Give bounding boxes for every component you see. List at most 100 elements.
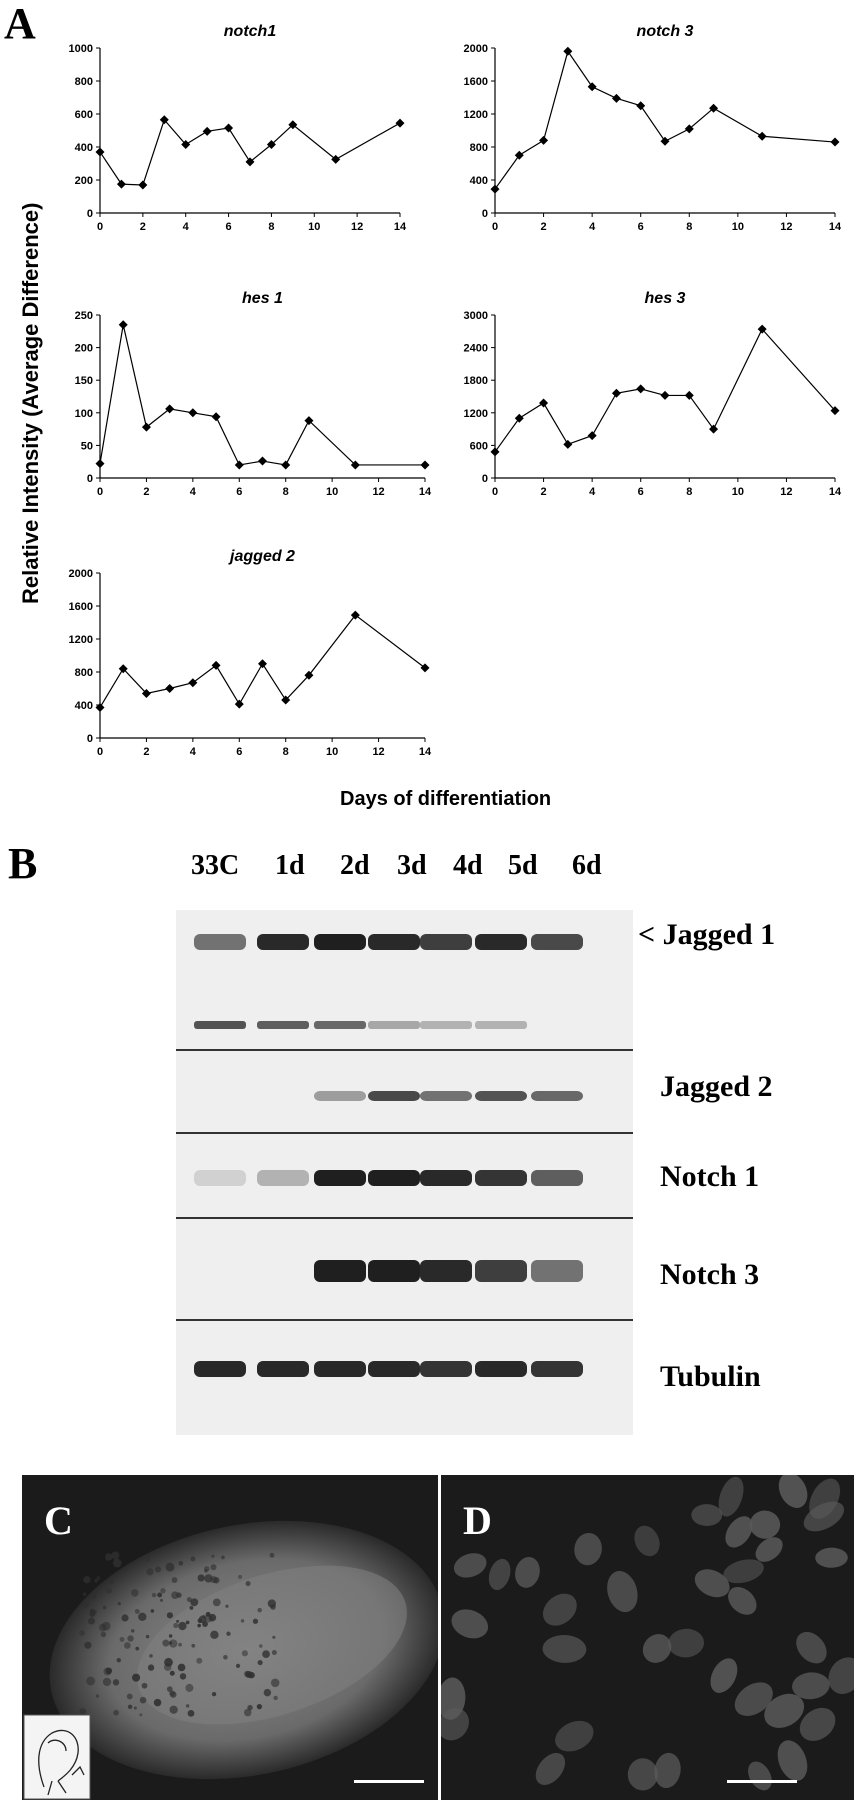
chart-notch3: notch 3 0 400 800 1200 1600 2000 0 2 4 6 8 10 12 14 — [464, 23, 842, 233]
micrograph-d: D — [441, 1475, 854, 1800]
inset-box — [23, 1714, 91, 1800]
y-tick-label: 0 — [87, 733, 93, 745]
y-tick-label: 1600 — [69, 601, 93, 613]
cell-nucleus — [710, 1658, 738, 1693]
cell-nucleus — [755, 1537, 783, 1562]
blot-band-secondary — [368, 1021, 420, 1029]
y-tick-label: 2000 — [464, 43, 488, 55]
x-tick-label: 8 — [283, 746, 289, 758]
panel-b-label: B — [8, 839, 38, 888]
x-tick-label: 10 — [326, 746, 338, 758]
cell-nucleus — [815, 1547, 848, 1568]
cell-nucleus — [668, 1628, 705, 1658]
y-tick-label: 400 — [75, 700, 93, 712]
data-point — [188, 408, 198, 418]
y-tick-label: 400 — [470, 175, 488, 187]
x-tick-label: 6 — [638, 486, 644, 498]
blot-band — [420, 934, 472, 950]
cell-nucleus — [792, 1672, 830, 1700]
x-tick-label: 0 — [97, 221, 103, 233]
chart-title: hes 3 — [645, 290, 686, 307]
blot-band — [314, 1170, 366, 1186]
cell-nucleus — [535, 1752, 566, 1785]
blot-band — [475, 1170, 527, 1186]
data-point — [331, 154, 341, 164]
data-point — [266, 140, 276, 150]
data-point — [514, 413, 524, 423]
blot-band — [257, 1170, 309, 1186]
cell-nucleus — [642, 1634, 672, 1663]
x-tick-label: 4 — [589, 221, 596, 233]
data-point — [611, 388, 621, 398]
data-point — [395, 118, 405, 128]
x-tick-label: 6 — [236, 746, 242, 758]
x-tick-label: 10 — [308, 221, 320, 233]
blot-band — [194, 934, 246, 950]
cell-nucleus — [441, 1708, 469, 1741]
x-tick-label: 2 — [143, 486, 149, 498]
chart-jagged2: jagged 2 0 400 800 1200 1600 2000 0 2 4 6 8 10 12 14 — [69, 548, 432, 758]
cell-nucleus — [691, 1504, 723, 1526]
lane-label: 5d — [508, 850, 538, 881]
blot-label-jagged2: Jagged 2 — [660, 1070, 773, 1103]
data-point — [757, 131, 767, 141]
x-tick-label: 12 — [351, 221, 363, 233]
cell-nucleus — [778, 1475, 808, 1508]
y-tick-label: 100 — [75, 408, 93, 420]
blot-band — [420, 1260, 472, 1282]
blot-band — [368, 1260, 420, 1282]
data-point — [258, 659, 267, 669]
panel-d-label: D — [463, 1498, 492, 1543]
x-tick-label: 2 — [140, 221, 146, 233]
x-tick-label: 12 — [780, 221, 792, 233]
data-point — [138, 180, 148, 190]
data-point — [514, 150, 524, 160]
data-point — [288, 120, 298, 130]
y-tick-label: 800 — [75, 76, 93, 88]
lane-label: 1d — [275, 850, 305, 881]
data-point — [830, 137, 840, 147]
series-line — [99, 118, 401, 186]
data-point — [830, 406, 840, 416]
blot-band — [368, 1170, 420, 1186]
x-tick-label: 14 — [419, 746, 432, 758]
x-tick-label: 14 — [829, 221, 842, 233]
blot-lane-headers: 33C 1d 2d 3d 4d 5d 6d — [0, 850, 854, 890]
blot-band — [531, 1091, 583, 1101]
y-tick-label: 800 — [470, 142, 488, 154]
x-tick-label: 0 — [492, 486, 498, 498]
data-point — [636, 101, 646, 111]
chart-hes3: hes 3 0 600 1200 1800 2400 3000 0 2 4 6 8 10 12 14 — [464, 290, 842, 498]
data-point — [188, 678, 198, 688]
chart-title: hes 1 — [242, 290, 283, 307]
data-point — [234, 460, 244, 470]
chart-title: notch 3 — [637, 23, 694, 40]
x-tick-label: 0 — [97, 746, 103, 758]
blot-band — [368, 1091, 420, 1101]
x-tick-label: 2 — [541, 221, 547, 233]
y-tick-label: 1600 — [464, 76, 488, 88]
data-point — [95, 459, 105, 469]
scale-bar — [727, 1780, 797, 1783]
data-point — [684, 124, 694, 134]
blot-band — [531, 1260, 583, 1282]
blot-label-notch1: Notch 1 — [660, 1160, 760, 1193]
x-axis-label: Days of differentiation — [340, 788, 552, 810]
data-point — [709, 103, 719, 113]
x-tick-label: 8 — [268, 221, 274, 233]
cell-nucleus — [607, 1571, 638, 1613]
lane-label: 3d — [397, 850, 427, 881]
blot-band — [475, 1091, 527, 1101]
cell-nucleus — [627, 1758, 658, 1791]
y-tick-label: 1200 — [464, 408, 488, 420]
data-point — [245, 157, 255, 167]
data-point — [563, 439, 573, 449]
data-point — [587, 82, 597, 92]
data-point — [141, 422, 151, 432]
blot-band — [314, 934, 366, 950]
x-tick-label: 6 — [226, 221, 232, 233]
data-point — [118, 664, 128, 674]
data-point — [211, 412, 221, 422]
data-point — [118, 320, 128, 330]
y-tick-label: 200 — [75, 175, 93, 187]
